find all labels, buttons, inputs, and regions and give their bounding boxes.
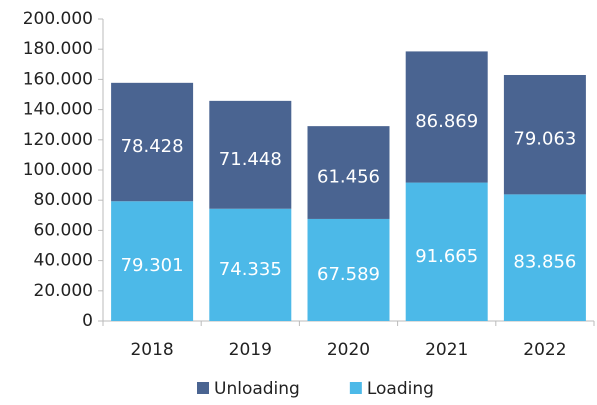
- legend-label: Unloading: [214, 379, 300, 399]
- y-tick-label: 100.000: [23, 160, 93, 180]
- y-tick-label: 180.000: [23, 39, 93, 59]
- x-tick-label: 2019: [229, 340, 272, 360]
- y-tick-label: 200.000: [23, 9, 93, 29]
- value-label: 79.301: [121, 255, 184, 276]
- legend-label: Loading: [367, 379, 434, 399]
- bar-segment: [503, 194, 586, 321]
- bar-segment: [111, 201, 194, 321]
- x-tick-label: 2021: [425, 340, 468, 360]
- x-tick-label: 2018: [130, 340, 173, 360]
- y-tick-label: 120.000: [23, 130, 93, 150]
- bar-segment: [209, 208, 292, 321]
- value-label: 71.448: [219, 149, 282, 170]
- bar-segment: [405, 51, 488, 183]
- y-tick-label: 20.000: [34, 281, 93, 301]
- y-tick-label: 80.000: [34, 190, 93, 210]
- legend-swatch: [197, 382, 209, 394]
- bar-segment: [307, 126, 390, 219]
- x-tick-label: 2022: [523, 340, 566, 360]
- x-tick-label: 2020: [327, 340, 370, 360]
- bar-segment: [111, 82, 194, 202]
- y-tick-label: 40.000: [34, 251, 93, 271]
- bar-segment: [307, 218, 390, 321]
- bar-segment: [503, 74, 586, 195]
- value-label: 86.869: [415, 111, 478, 132]
- y-tick-label: 0: [82, 311, 93, 331]
- y-tick-label: 160.000: [23, 69, 93, 89]
- value-label: 61.456: [317, 167, 380, 188]
- bar-segment: [405, 182, 488, 321]
- bar-segment: [209, 100, 292, 209]
- value-label: 91.665: [415, 246, 478, 267]
- legend-swatch: [349, 382, 362, 394]
- y-tick-label: 140.000: [23, 100, 93, 120]
- y-tick-label: 60.000: [34, 220, 93, 240]
- value-label: 78.428: [121, 136, 184, 157]
- value-label: 79.063: [513, 129, 576, 150]
- value-label: 83.856: [513, 252, 576, 273]
- value-label: 67.589: [317, 264, 380, 285]
- value-label: 74.335: [219, 259, 282, 280]
